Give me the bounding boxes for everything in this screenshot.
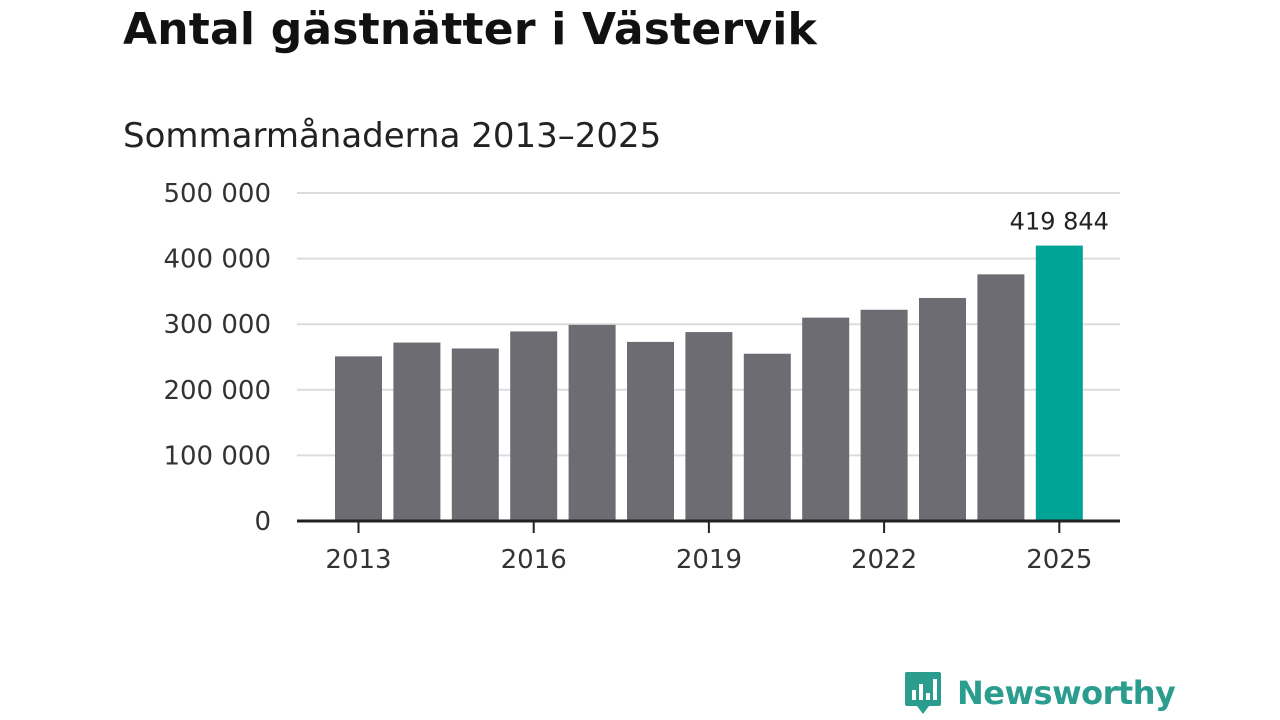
- bar-2018: [627, 341, 674, 521]
- data-labels: 419 844: [1010, 208, 1109, 236]
- bar-2016: [510, 331, 558, 521]
- bar-2024: [977, 274, 1025, 521]
- x-tick-label: 2013: [325, 545, 391, 575]
- newsworthy-bar-chart-icon: [905, 672, 941, 714]
- value-label: 419 844: [1010, 208, 1109, 236]
- x-tick-label: 2022: [851, 545, 917, 575]
- x-axis-labels: 2013 2016 2019 2022 2025: [325, 521, 1092, 575]
- bar-2020: [743, 353, 791, 521]
- bars: [335, 245, 1083, 521]
- chart-subtitle: Sommarmånaderna 2013–2025: [123, 116, 662, 156]
- y-tick-label: 100 000: [163, 441, 271, 471]
- bar-chart: 0 100 000 200 000 300 000 400 000 500 000 201…: [163, 179, 1120, 575]
- bar-2021: [802, 317, 850, 521]
- y-tick-label: 500 000: [163, 179, 271, 209]
- bar-2017: [568, 324, 616, 521]
- bar-2015: [451, 348, 499, 521]
- x-tick-label: 2019: [676, 545, 742, 575]
- bar-2019: [685, 332, 733, 521]
- y-tick-label: 300 000: [163, 310, 271, 340]
- bar-2014: [393, 342, 441, 521]
- bar-2023: [919, 297, 966, 521]
- newsworthy-logo: Newsworthy: [903, 670, 1176, 716]
- bar-2025: [1035, 245, 1083, 521]
- x-tick-label: 2025: [1026, 545, 1092, 575]
- y-tick-label: 400 000: [163, 245, 271, 275]
- bar-2013: [335, 356, 382, 521]
- bar-2022: [860, 309, 908, 521]
- chart-title: Antal gästnätter i Västervik: [123, 4, 817, 55]
- x-tick-label: 2016: [501, 545, 567, 575]
- y-axis-labels: 0 100 000 200 000 300 000 400 000 500 000: [163, 179, 271, 537]
- y-tick-label: 200 000: [163, 376, 271, 406]
- brand-name: Newsworthy: [957, 674, 1176, 712]
- y-tick-label: 0: [254, 507, 271, 537]
